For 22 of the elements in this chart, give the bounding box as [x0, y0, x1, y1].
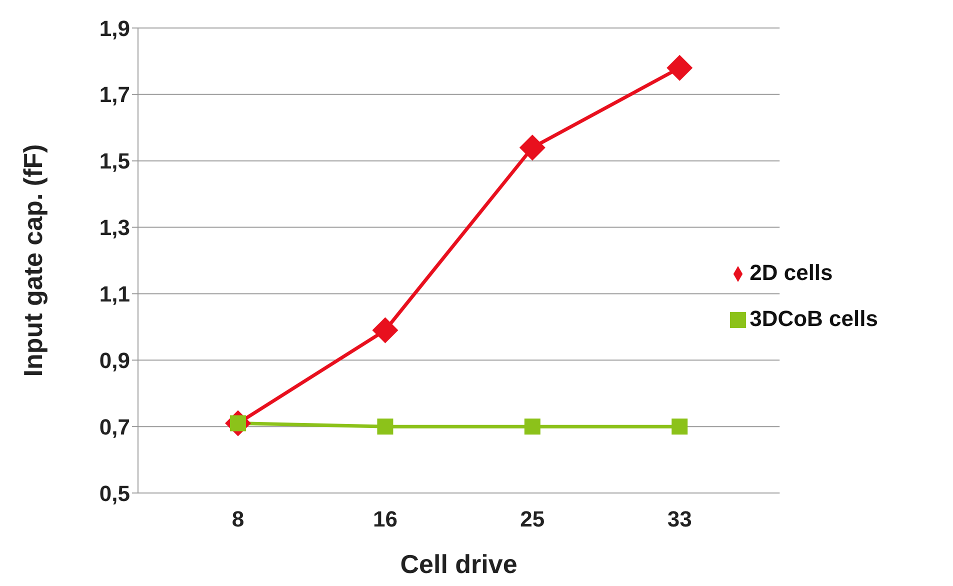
point — [524, 418, 540, 435]
legend-label: 3DCoB cells — [750, 306, 878, 330]
y-tick-label: 0,5 — [99, 480, 130, 506]
y-axis-title: Input gate cap. (fF) — [18, 144, 48, 377]
point — [372, 317, 398, 344]
y-tick-label: 0,7 — [99, 414, 130, 440]
y-tick-label: 0,9 — [99, 348, 130, 373]
point — [377, 418, 394, 435]
y-tick-label: 1,1 — [99, 282, 130, 307]
y-tick-label: 1,3 — [99, 215, 130, 240]
y-tick-label: 1,9 — [99, 16, 130, 41]
y-tick-label: 1,7 — [99, 82, 130, 108]
x-tick-label: 8 — [232, 506, 244, 532]
y-tick-label: 1,5 — [99, 148, 130, 174]
point — [672, 418, 688, 435]
x-tick-label: 33 — [667, 506, 692, 532]
x-tick-label: 16 — [372, 506, 398, 532]
x-axis-title: Cell drive — [400, 549, 518, 579]
x-tick-label: 25 — [520, 506, 545, 532]
legend-label: 2D cells — [750, 260, 833, 284]
point — [666, 54, 693, 81]
point — [519, 134, 546, 161]
